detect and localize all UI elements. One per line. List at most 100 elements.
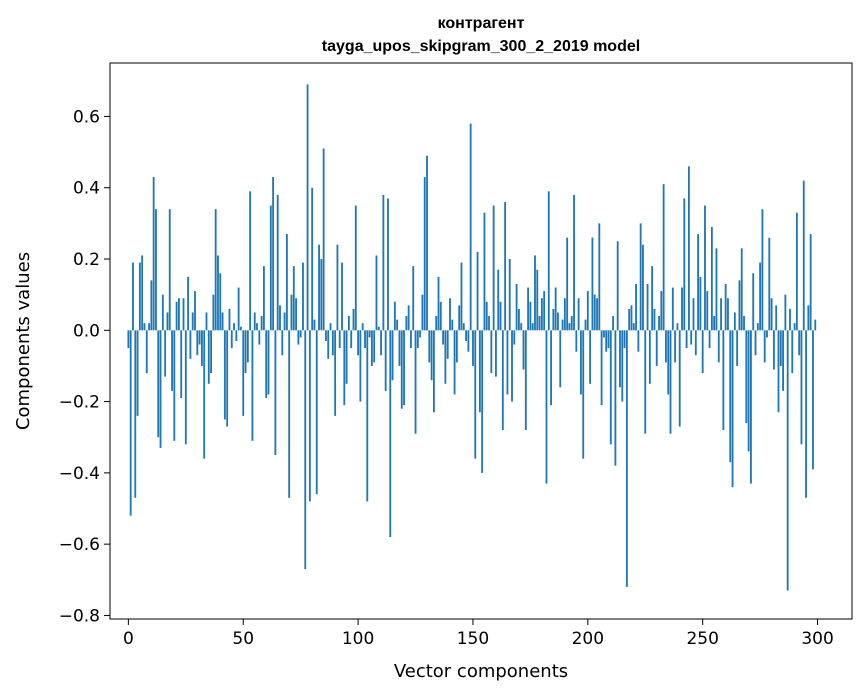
bar — [497, 269, 500, 331]
x-tick-label: 0 — [123, 629, 134, 649]
bar — [789, 308, 791, 331]
bar — [299, 330, 302, 338]
bar — [451, 319, 454, 331]
bar — [148, 323, 150, 331]
bar — [573, 194, 575, 331]
bar — [596, 298, 598, 331]
bar — [504, 202, 507, 331]
bar — [740, 248, 743, 331]
bar — [536, 269, 539, 331]
bar — [591, 237, 594, 331]
bar — [524, 330, 527, 431]
bar — [570, 316, 573, 331]
bar — [430, 330, 433, 381]
bar — [336, 244, 339, 331]
bar — [329, 323, 332, 331]
bar — [478, 330, 481, 413]
bar — [745, 330, 748, 423]
bar — [290, 294, 293, 331]
bar — [419, 330, 422, 338]
bar — [194, 291, 196, 331]
bar — [421, 294, 424, 331]
bar — [189, 330, 192, 359]
bar — [467, 330, 470, 352]
bar — [658, 316, 660, 331]
bar — [138, 262, 141, 331]
bar — [175, 301, 178, 331]
bar — [550, 330, 552, 406]
bar — [191, 312, 194, 331]
bar — [687, 166, 690, 331]
y-tick-label: −0.8 — [59, 606, 100, 626]
bar — [602, 330, 605, 338]
bar — [685, 330, 688, 349]
bar — [577, 298, 580, 331]
bar — [476, 251, 479, 331]
bar — [449, 298, 451, 331]
bar — [304, 330, 307, 570]
bar — [274, 330, 277, 456]
bar — [357, 330, 360, 356]
bar — [517, 308, 520, 331]
bar — [807, 305, 810, 331]
bar — [173, 330, 176, 441]
bar — [547, 191, 550, 331]
bar — [600, 330, 603, 406]
bar — [129, 330, 132, 516]
bar — [325, 330, 327, 341]
bar — [646, 283, 649, 331]
bar — [345, 330, 348, 384]
bar — [522, 330, 525, 370]
bar — [557, 312, 559, 331]
bar — [313, 319, 316, 331]
bar — [155, 209, 157, 331]
bar — [403, 330, 405, 406]
bar — [616, 241, 619, 331]
bar — [279, 305, 281, 331]
bar — [625, 330, 628, 587]
y-tick-label: 0.0 — [73, 321, 100, 341]
bar — [529, 301, 532, 331]
bar — [802, 180, 805, 331]
bar — [515, 283, 518, 331]
bar — [483, 212, 486, 331]
bar — [262, 266, 265, 331]
bar — [750, 330, 752, 484]
bar — [219, 273, 222, 331]
bar — [410, 330, 412, 349]
bar — [370, 330, 373, 366]
bar — [391, 330, 394, 381]
bar — [198, 330, 201, 345]
bar — [676, 323, 679, 331]
bar — [563, 298, 566, 331]
bar — [635, 283, 637, 331]
bar — [318, 244, 320, 331]
bar — [276, 194, 279, 331]
x-tick-label: 50 — [232, 629, 254, 649]
bar — [511, 330, 513, 402]
bar — [338, 330, 341, 349]
bar — [437, 276, 440, 331]
bar — [694, 330, 697, 356]
bar — [265, 330, 268, 399]
bar — [720, 298, 722, 331]
bar — [465, 330, 467, 341]
bar — [566, 237, 569, 331]
bar — [159, 330, 162, 448]
bar — [166, 312, 169, 331]
bar — [761, 209, 764, 331]
bar — [733, 312, 736, 331]
bar — [384, 330, 387, 391]
bar — [283, 312, 286, 331]
bar — [561, 319, 564, 331]
bar — [331, 330, 334, 356]
bar — [786, 330, 789, 591]
bar — [708, 330, 711, 349]
bar — [308, 330, 311, 502]
bar — [423, 177, 426, 331]
bar — [763, 330, 766, 363]
x-tick-label: 300 — [801, 629, 833, 649]
bar — [609, 330, 612, 445]
bar — [352, 308, 355, 331]
